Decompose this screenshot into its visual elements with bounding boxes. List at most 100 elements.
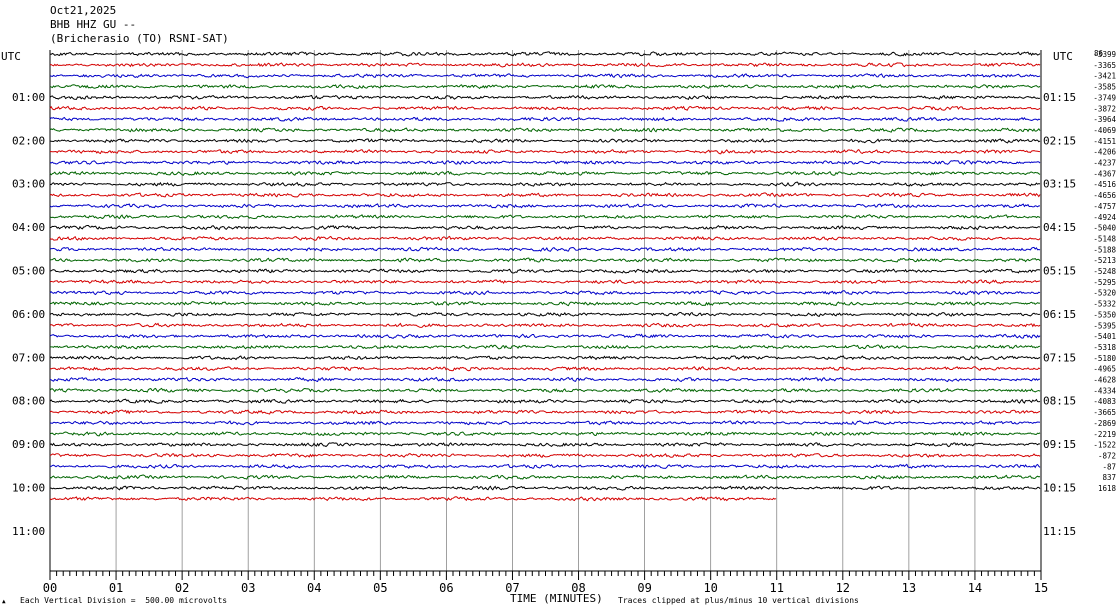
row-offset-label: -4069 bbox=[1093, 126, 1116, 135]
trace-row bbox=[49, 333, 1041, 339]
x-tick-label: 06 bbox=[439, 581, 453, 595]
trace-row bbox=[49, 73, 1041, 79]
x-tick-label: 14 bbox=[968, 581, 982, 595]
left-hour-label: 09:00 bbox=[12, 438, 45, 451]
trace-row bbox=[49, 257, 1041, 263]
trace-row bbox=[49, 160, 1041, 165]
trace-row bbox=[49, 105, 1041, 111]
trace-row bbox=[49, 366, 1041, 372]
trace-row bbox=[49, 474, 1041, 480]
row-offset-label: -4334 bbox=[1093, 386, 1116, 395]
row-offset-label: -4628 bbox=[1093, 376, 1116, 385]
left-hour-label: 10:00 bbox=[12, 482, 45, 495]
row-offset-label: -4924 bbox=[1093, 213, 1116, 222]
trace-row bbox=[49, 442, 1041, 448]
trace-row bbox=[49, 279, 1041, 285]
trace-row bbox=[49, 311, 1041, 318]
trace-row bbox=[49, 203, 1040, 209]
x-tick-label: 01 bbox=[109, 581, 123, 595]
row-offset-label: -5188 bbox=[1093, 245, 1116, 254]
row-offset-label: -2219 bbox=[1093, 430, 1116, 439]
left-hour-label: 08:00 bbox=[12, 395, 45, 408]
left-hour-label: 11:00 bbox=[12, 525, 45, 538]
row-offset-label: -3665 bbox=[1093, 408, 1116, 417]
top-right-value: 86 bbox=[1094, 49, 1104, 58]
right-hour-label: 02:15 bbox=[1043, 134, 1076, 147]
row-offset-label: -5401 bbox=[1093, 332, 1116, 341]
left-hour-label: 03:00 bbox=[12, 178, 45, 191]
x-tick-label: 10 bbox=[703, 581, 717, 595]
trace-row bbox=[49, 127, 1041, 133]
row-offset-label: -3421 bbox=[1093, 72, 1116, 81]
row-offset-label: -872 bbox=[1098, 451, 1116, 460]
row-offset-label: -4516 bbox=[1093, 180, 1116, 189]
trace-row bbox=[49, 453, 1041, 458]
trace-row bbox=[49, 170, 1041, 176]
row-offset-label: -5295 bbox=[1093, 278, 1116, 287]
x-tick-label: 00 bbox=[43, 581, 57, 595]
x-tick-label: 11 bbox=[770, 581, 784, 595]
trace-row bbox=[49, 290, 1041, 296]
trace-row bbox=[49, 409, 1041, 415]
right-hour-label: 09:15 bbox=[1043, 438, 1076, 451]
trace-row bbox=[49, 420, 1041, 426]
row-offset-label: -4083 bbox=[1093, 397, 1116, 406]
trace-row bbox=[49, 116, 1041, 122]
right-utc-labels: UTC 01:15 02:15 03:15 04:15 05:15 06:15 07:15 08… bbox=[1043, 50, 1076, 538]
row-offset-label: -5350 bbox=[1093, 310, 1116, 319]
trace-row bbox=[49, 246, 1041, 252]
clip-note: Traces clipped at plus/minus 10 vertical… bbox=[618, 596, 859, 605]
trace-row bbox=[49, 398, 1041, 404]
row-offset-label: -3872 bbox=[1093, 104, 1116, 113]
left-hour-label: 01:00 bbox=[12, 91, 45, 104]
trace-row bbox=[49, 355, 1041, 361]
row-offset-label: -5148 bbox=[1093, 234, 1116, 243]
trace-row bbox=[49, 84, 1041, 90]
right-hour-label: 10:15 bbox=[1043, 482, 1076, 495]
row-offset-labels: 86-3399 -3365 -3421 -3585-3749 -3872 -3964 -40… bbox=[1093, 49, 1116, 493]
row-offset-label: -4656 bbox=[1093, 191, 1116, 200]
trace-row bbox=[50, 300, 1041, 307]
row-offset-label: 1618 bbox=[1098, 484, 1117, 493]
right-hour-label: 05:15 bbox=[1043, 265, 1076, 278]
right-hour-label: 08:15 bbox=[1043, 395, 1076, 408]
row-offset-label: -3399 bbox=[1093, 50, 1116, 59]
trace-row bbox=[49, 376, 1041, 383]
row-offset-label: -5180 bbox=[1093, 354, 1116, 363]
x-tick-label: 04 bbox=[307, 581, 321, 595]
left-hour-label: 05:00 bbox=[12, 265, 45, 278]
trace-row bbox=[49, 62, 1041, 68]
trace-row bbox=[49, 224, 1041, 231]
time-axis: 00 01 02 03 04 05 06 07 08 09 10 11 12 13 14 15 bbox=[43, 570, 1048, 595]
row-offset-label: 837 bbox=[1102, 473, 1116, 482]
x-tick-label: 02 bbox=[175, 581, 189, 595]
trace-row bbox=[50, 344, 1041, 350]
trace-row bbox=[49, 181, 1041, 187]
trace-row bbox=[50, 149, 1041, 155]
right-hour-label: 03:15 bbox=[1043, 178, 1076, 191]
x-tick-label: 07 bbox=[505, 581, 519, 595]
trace-row bbox=[49, 51, 1041, 57]
row-offset-label: -4151 bbox=[1093, 137, 1116, 146]
row-offset-label: -5213 bbox=[1093, 256, 1116, 265]
trace-row bbox=[49, 387, 1041, 393]
row-offset-label: -5332 bbox=[1093, 300, 1116, 309]
row-offset-label: -3749 bbox=[1093, 93, 1116, 102]
trace-row bbox=[49, 235, 1041, 241]
vertical-division-note: Each Vertical Division = 500.00 microvol… bbox=[20, 596, 228, 605]
row-offset-label: -1522 bbox=[1093, 441, 1116, 450]
trace-row bbox=[49, 496, 777, 502]
x-tick-label: 15 bbox=[1034, 581, 1048, 595]
row-offset-label: -5248 bbox=[1093, 267, 1116, 276]
row-offset-label: -5320 bbox=[1093, 289, 1116, 298]
row-offset-label: -3964 bbox=[1093, 115, 1116, 124]
right-hour-label: 01:15 bbox=[1043, 91, 1076, 104]
row-offset-label: -3585 bbox=[1093, 83, 1116, 92]
x-tick-label: 08 bbox=[571, 581, 585, 595]
left-hour-label: 06:00 bbox=[12, 308, 45, 321]
row-offset-label: -5318 bbox=[1093, 343, 1116, 352]
x-tick-label: 03 bbox=[241, 581, 255, 595]
seismic-traces bbox=[49, 51, 1041, 502]
right-utc-label: UTC bbox=[1053, 50, 1073, 63]
